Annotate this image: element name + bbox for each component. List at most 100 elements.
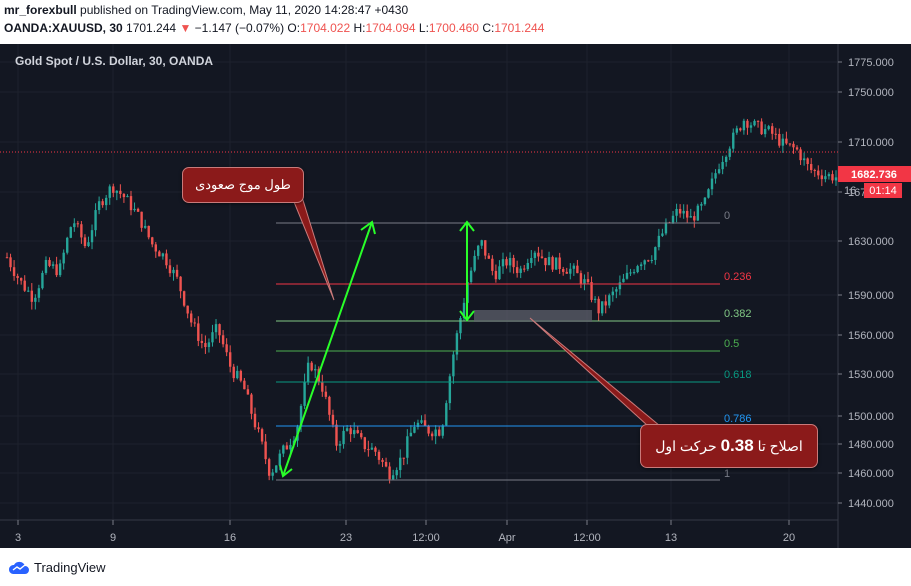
candle-body bbox=[193, 322, 196, 324]
candle-body bbox=[551, 257, 554, 270]
time-tick-label: 12:00 bbox=[412, 532, 440, 544]
correction-zone-box[interactable] bbox=[474, 310, 592, 322]
candle-body bbox=[154, 244, 157, 252]
candle-body bbox=[352, 430, 356, 435]
candle-body bbox=[363, 437, 367, 450]
candle-body bbox=[763, 129, 767, 135]
price-tick-label: 1630.000 bbox=[848, 236, 894, 248]
price-change: −1.147 (−0.07%) bbox=[194, 21, 285, 35]
candle-body bbox=[27, 290, 30, 292]
candle-body bbox=[420, 420, 423, 423]
candle-body bbox=[537, 252, 540, 257]
price-tick-label: 1775.000 bbox=[848, 57, 894, 69]
candle-body bbox=[526, 262, 529, 270]
price-axis[interactable]: 1775.0001750.0001710.0001670.0001630.000… bbox=[838, 57, 894, 510]
candle-body bbox=[228, 352, 232, 367]
candle-body bbox=[820, 175, 824, 180]
candle-body bbox=[140, 211, 143, 228]
candle-body bbox=[629, 272, 632, 274]
candle-body bbox=[275, 465, 278, 473]
candle-body bbox=[689, 216, 692, 218]
candle-body bbox=[792, 143, 795, 148]
candle-body bbox=[190, 313, 193, 323]
publication-line: mr_forexbull published on TradingView.co… bbox=[4, 3, 408, 17]
candle-body bbox=[200, 340, 204, 344]
candle-body bbox=[810, 164, 813, 171]
candle-body bbox=[501, 259, 505, 267]
candle-body bbox=[827, 174, 831, 177]
candle-body bbox=[345, 428, 349, 431]
cloud-icon bbox=[8, 561, 29, 574]
down-arrow-icon: ▼ bbox=[179, 21, 192, 35]
candle-body bbox=[384, 461, 388, 467]
candle-body bbox=[16, 275, 19, 279]
candle-body bbox=[562, 268, 565, 272]
candle-body bbox=[236, 370, 239, 379]
price-chart[interactable]: 0 0.236 0.382 0.5 0.618 0.786 1 1775.000 1750.0… bbox=[0, 44, 911, 548]
candle-body bbox=[476, 245, 480, 256]
candle-body bbox=[151, 237, 154, 245]
candle-body bbox=[788, 143, 792, 145]
candle-body bbox=[639, 264, 643, 267]
wave-arrow[interactable] bbox=[279, 220, 376, 478]
candle-body bbox=[299, 405, 303, 427]
candle-body bbox=[30, 290, 33, 302]
candle-body bbox=[455, 333, 459, 355]
correction-value: 0.38 bbox=[720, 436, 754, 455]
candle-body bbox=[749, 125, 753, 128]
candle-body bbox=[83, 237, 87, 247]
candle-body bbox=[243, 380, 246, 390]
candle-body bbox=[342, 430, 345, 445]
candle-body bbox=[678, 208, 682, 214]
candle-body bbox=[285, 445, 289, 450]
candle-body bbox=[158, 251, 161, 257]
candle-body bbox=[136, 208, 140, 212]
candle-body bbox=[306, 362, 310, 382]
candle-body bbox=[34, 297, 37, 302]
candle-body bbox=[686, 210, 689, 218]
retracement-arrow[interactable] bbox=[459, 220, 475, 322]
candle-body bbox=[753, 120, 756, 126]
candle-body bbox=[530, 257, 533, 263]
candle-body bbox=[742, 120, 746, 131]
candle-body bbox=[732, 132, 735, 149]
candle-body bbox=[739, 128, 742, 131]
candle-body bbox=[586, 279, 590, 283]
price-tick-label: 1480.000 bbox=[848, 439, 894, 451]
author-name[interactable]: mr_forexbull bbox=[4, 3, 77, 17]
candle-body bbox=[80, 224, 83, 238]
candle-body bbox=[643, 260, 646, 265]
candle-body bbox=[576, 265, 579, 274]
close-value: 1701.244 bbox=[494, 21, 545, 35]
candle-body bbox=[58, 263, 62, 276]
candle-body bbox=[696, 205, 700, 221]
candle-body bbox=[423, 420, 427, 426]
correction-callout[interactable]: اصلاح تا 0.38 حرکت اول bbox=[640, 424, 818, 468]
candle-body bbox=[232, 366, 235, 379]
fib-level-label: 0.5 bbox=[724, 338, 739, 350]
candle-body bbox=[448, 376, 452, 404]
candle-body bbox=[260, 429, 264, 442]
candle-body bbox=[129, 196, 133, 211]
fib-retracement[interactable]: 0 0.236 0.382 0.5 0.618 0.786 1 bbox=[276, 210, 752, 481]
candle-body bbox=[374, 447, 377, 452]
candle-body bbox=[221, 335, 225, 345]
time-tick-label: 16 bbox=[224, 532, 236, 544]
candle-body bbox=[647, 260, 650, 262]
price-tick-label: 1590.000 bbox=[848, 290, 894, 302]
time-tick-label: 13 bbox=[665, 532, 677, 544]
candle-body bbox=[473, 255, 476, 271]
time-axis[interactable]: 3 9 16 23 12:00 Apr 12:00 13 20 bbox=[15, 520, 795, 544]
current-price-label: 1682.736 bbox=[851, 169, 897, 181]
candle-body bbox=[452, 354, 455, 377]
candle-body bbox=[112, 186, 115, 193]
candle-body bbox=[399, 457, 402, 471]
candle-body bbox=[253, 413, 257, 428]
tradingview-logo[interactable]: TradingView bbox=[8, 560, 106, 575]
candle-body bbox=[615, 289, 618, 292]
wave-length-callout[interactable]: طول موج صعودی bbox=[182, 167, 304, 203]
candle-body bbox=[204, 343, 207, 348]
candle-body bbox=[175, 269, 179, 277]
candle-body bbox=[335, 424, 338, 446]
candle-body bbox=[97, 201, 101, 211]
